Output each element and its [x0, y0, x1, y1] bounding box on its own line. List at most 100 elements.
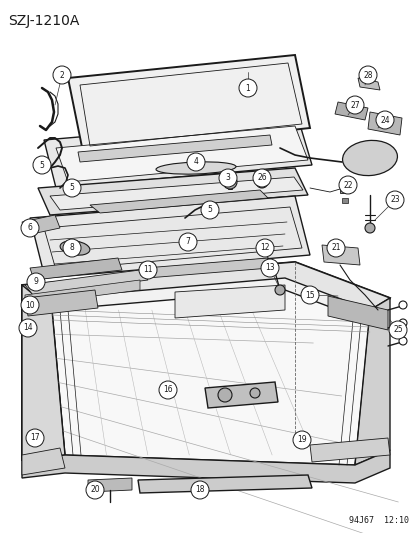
Ellipse shape: [60, 241, 90, 255]
Polygon shape: [22, 285, 65, 460]
Text: 24: 24: [379, 116, 389, 125]
Circle shape: [385, 191, 403, 209]
Circle shape: [255, 176, 267, 188]
Polygon shape: [22, 448, 65, 475]
Text: 94J67  12:10: 94J67 12:10: [348, 516, 408, 525]
Polygon shape: [138, 475, 311, 493]
Text: 5: 5: [207, 206, 212, 214]
Text: 2: 2: [59, 70, 64, 79]
Text: SZJ-1210A: SZJ-1210A: [8, 14, 79, 28]
Text: 23: 23: [389, 196, 399, 205]
Polygon shape: [25, 280, 140, 305]
Circle shape: [201, 201, 218, 219]
Text: 17: 17: [30, 433, 40, 442]
Polygon shape: [38, 168, 307, 215]
Polygon shape: [22, 450, 389, 483]
Circle shape: [260, 259, 278, 277]
Circle shape: [292, 431, 310, 449]
Circle shape: [274, 285, 284, 295]
Circle shape: [255, 239, 273, 257]
Polygon shape: [30, 196, 309, 278]
Circle shape: [159, 381, 177, 399]
Text: 3: 3: [225, 174, 230, 182]
Polygon shape: [327, 296, 387, 330]
Polygon shape: [22, 215, 60, 235]
Text: 14: 14: [23, 324, 33, 333]
Polygon shape: [354, 298, 389, 465]
Circle shape: [218, 388, 231, 402]
Text: 28: 28: [362, 70, 372, 79]
Circle shape: [21, 219, 39, 237]
Polygon shape: [88, 478, 132, 492]
Text: 5: 5: [69, 183, 74, 192]
Circle shape: [238, 79, 256, 97]
Circle shape: [86, 481, 104, 499]
Text: 13: 13: [265, 263, 274, 272]
Text: 1: 1: [245, 84, 250, 93]
Text: 10: 10: [25, 301, 35, 310]
Text: 6: 6: [28, 223, 32, 232]
Polygon shape: [357, 78, 379, 90]
Polygon shape: [30, 258, 122, 280]
Polygon shape: [50, 177, 302, 210]
Circle shape: [178, 233, 197, 251]
Bar: [339, 185, 349, 193]
Polygon shape: [367, 112, 401, 135]
Text: 12: 12: [260, 244, 269, 253]
Circle shape: [187, 153, 204, 171]
Text: 9: 9: [33, 278, 38, 287]
Circle shape: [345, 96, 363, 114]
Polygon shape: [25, 270, 147, 295]
Circle shape: [388, 321, 406, 339]
Circle shape: [19, 319, 37, 337]
Text: 22: 22: [342, 181, 352, 190]
Text: 8: 8: [69, 244, 74, 253]
Circle shape: [21, 296, 39, 314]
Circle shape: [63, 239, 81, 257]
Text: 27: 27: [349, 101, 359, 109]
Polygon shape: [145, 258, 269, 278]
Circle shape: [26, 429, 44, 447]
Polygon shape: [175, 285, 284, 318]
Text: 21: 21: [330, 244, 340, 253]
Circle shape: [190, 481, 209, 499]
Text: 7: 7: [185, 238, 190, 246]
Ellipse shape: [156, 162, 235, 174]
Circle shape: [398, 301, 406, 309]
Polygon shape: [22, 262, 389, 310]
Polygon shape: [52, 290, 369, 465]
Polygon shape: [22, 262, 389, 480]
Circle shape: [326, 239, 344, 257]
Polygon shape: [44, 118, 311, 188]
Ellipse shape: [342, 140, 396, 175]
Circle shape: [27, 273, 45, 291]
Circle shape: [398, 319, 406, 327]
Polygon shape: [78, 135, 271, 162]
Circle shape: [252, 169, 271, 187]
Circle shape: [398, 337, 406, 345]
Polygon shape: [90, 190, 267, 213]
Bar: [341, 198, 347, 203]
Text: 20: 20: [90, 486, 100, 495]
Text: 11: 11: [143, 265, 152, 274]
Text: 26: 26: [256, 174, 266, 182]
Polygon shape: [309, 438, 389, 462]
Text: 25: 25: [392, 326, 402, 335]
Circle shape: [364, 223, 374, 233]
Circle shape: [33, 156, 51, 174]
Text: 18: 18: [195, 486, 204, 495]
Circle shape: [249, 388, 259, 398]
Circle shape: [375, 111, 393, 129]
Text: 16: 16: [163, 385, 172, 394]
Text: 5: 5: [40, 160, 44, 169]
Text: 4: 4: [193, 157, 198, 166]
Polygon shape: [321, 245, 359, 265]
Circle shape: [53, 66, 71, 84]
Polygon shape: [56, 126, 307, 182]
Circle shape: [223, 175, 236, 189]
Circle shape: [300, 286, 318, 304]
Polygon shape: [204, 382, 277, 408]
Polygon shape: [25, 290, 98, 316]
Circle shape: [338, 176, 356, 194]
Circle shape: [218, 169, 236, 187]
